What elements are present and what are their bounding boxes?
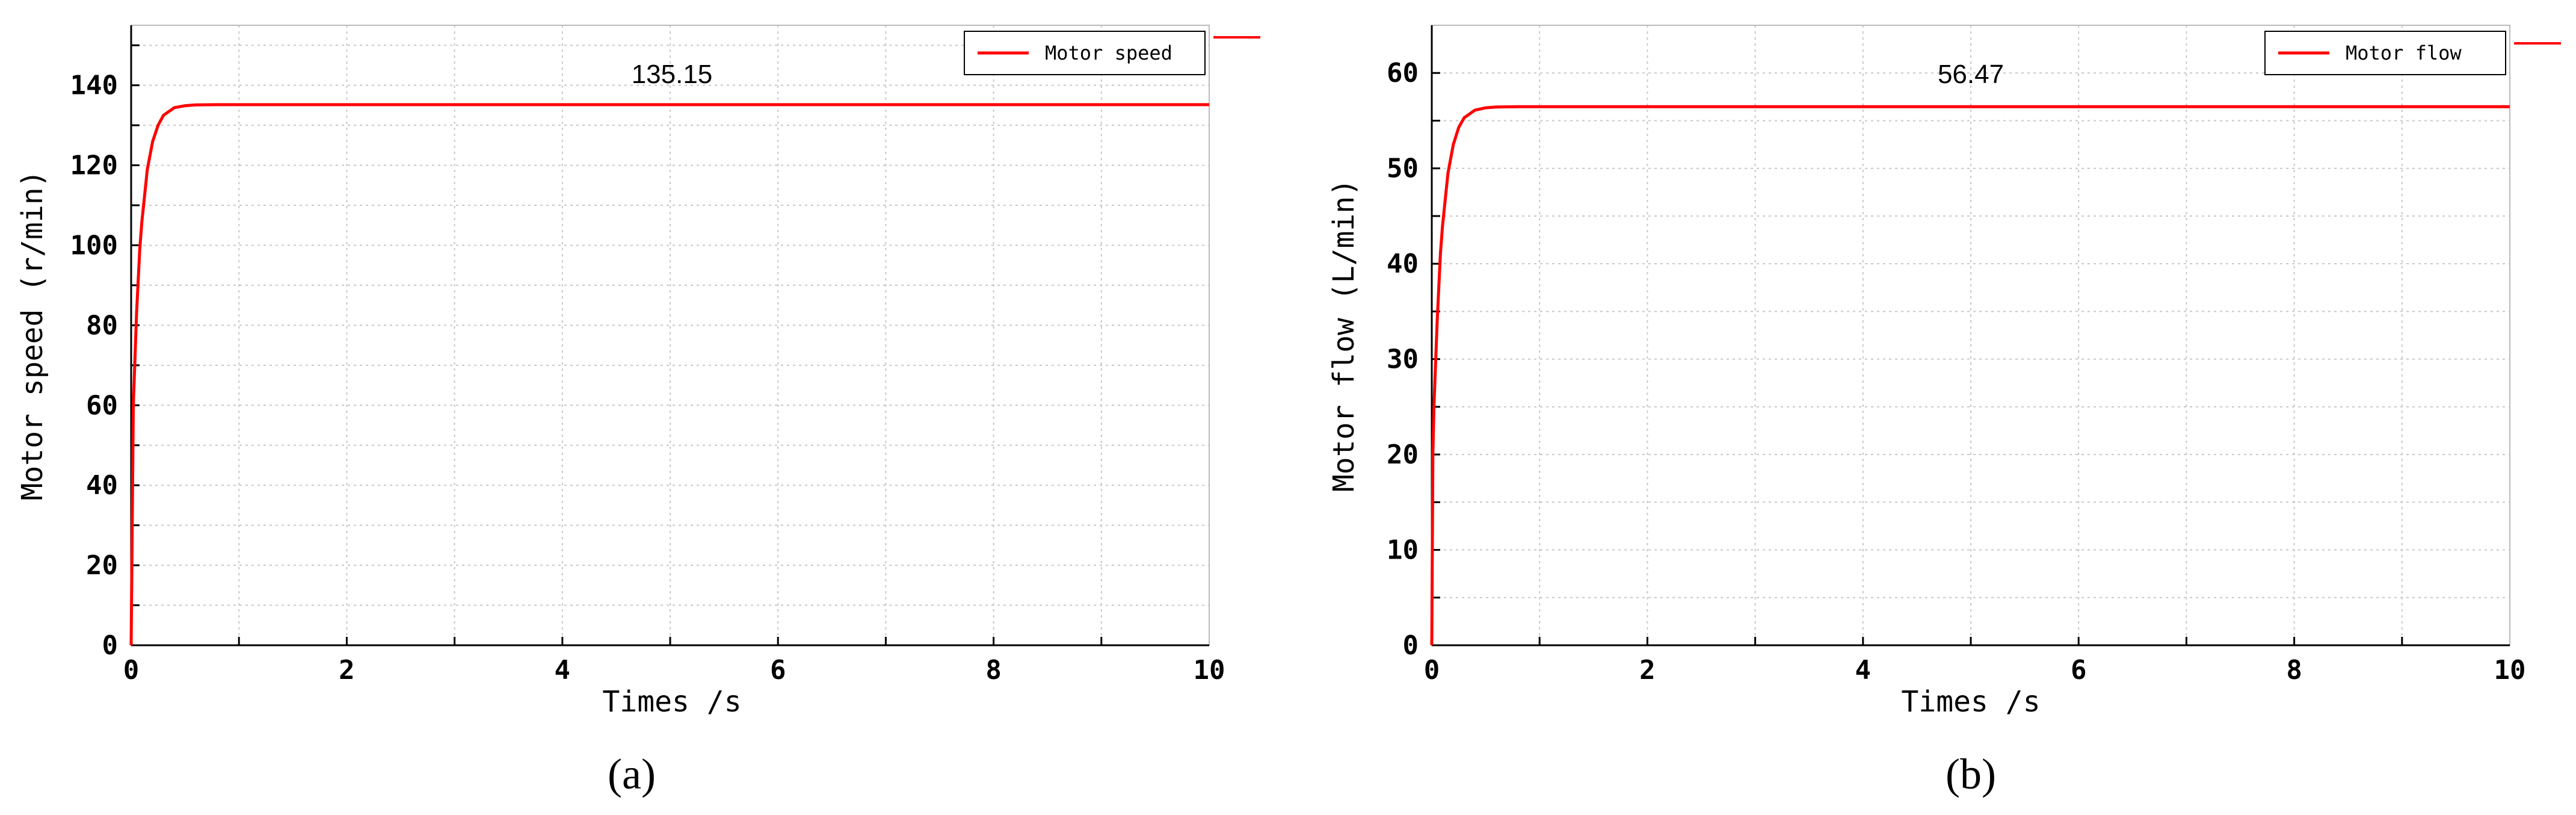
grid (1432, 25, 2510, 645)
y-tick-label: 20 (1387, 439, 1419, 470)
x-tick-label: 6 (770, 655, 786, 686)
y-axis-label: Motor flow (L/min) (1327, 179, 1361, 492)
y-axis-label: Motor speed (r/min) (16, 170, 49, 500)
panel-label: (a) (608, 750, 656, 798)
series (1430, 105, 2510, 646)
x-axis-label: Times /s (602, 685, 741, 719)
y-tick-label: 120 (70, 150, 118, 181)
legend-label: Motor speed (1045, 42, 1172, 64)
series-line (129, 103, 1209, 646)
y-tick-label: 0 (102, 630, 119, 661)
x-axis-label: Times /s (1901, 685, 2040, 719)
x-tick-label: 4 (555, 655, 571, 686)
y-tick-label: 20 (86, 550, 118, 581)
x-tick-label: 2 (1639, 655, 1656, 686)
x-tick-label: 0 (123, 655, 140, 686)
y-tick-label: 10 (1387, 535, 1419, 566)
y-tick-label: 60 (1387, 58, 1419, 88)
plot-area (131, 25, 1210, 646)
x-tick-label: 8 (2286, 655, 2302, 686)
x-tick-label: 2 (339, 655, 355, 686)
series (129, 103, 1209, 646)
plot-area (1431, 25, 2510, 646)
annotation-value: 135.15 (632, 60, 713, 89)
y-tick-label: 30 (1387, 344, 1419, 375)
annotation-value: 56.47 (1938, 60, 2004, 89)
y-tick-label: 80 (86, 310, 118, 341)
legend: Motor speed (964, 31, 1206, 75)
y-tick-label: 40 (1387, 249, 1419, 279)
y-tick-label: 50 (1387, 153, 1419, 184)
x-tick-label: 10 (1194, 655, 1225, 686)
legend-label: Motor flow (2346, 42, 2462, 64)
x-tick-label: 0 (1424, 655, 1440, 686)
grid (131, 25, 1209, 645)
y-tick-label: 0 (1403, 630, 1419, 661)
y-tick-label: 60 (86, 390, 118, 421)
x-tick-label: 8 (985, 655, 1002, 686)
series-line (1430, 105, 2510, 646)
x-tick-label: 6 (2071, 655, 2087, 686)
x-tick-label: 4 (1855, 655, 1872, 686)
x-tick-label: 10 (2494, 655, 2526, 686)
legend: Motor flow (2264, 31, 2506, 75)
y-tick-label: 100 (70, 230, 118, 261)
ticks: 0 2 4 6 8 10 0 10 20 30 40 50 60 (1387, 58, 2525, 686)
y-tick-label: 40 (86, 470, 118, 501)
y-tick-label: 140 (70, 70, 118, 101)
panel-b: 0 2 4 6 8 10 0 10 20 30 40 50 60 56.47 Motor flow Ti… (1327, 25, 2561, 798)
panel-label: (b) (1946, 750, 1996, 798)
